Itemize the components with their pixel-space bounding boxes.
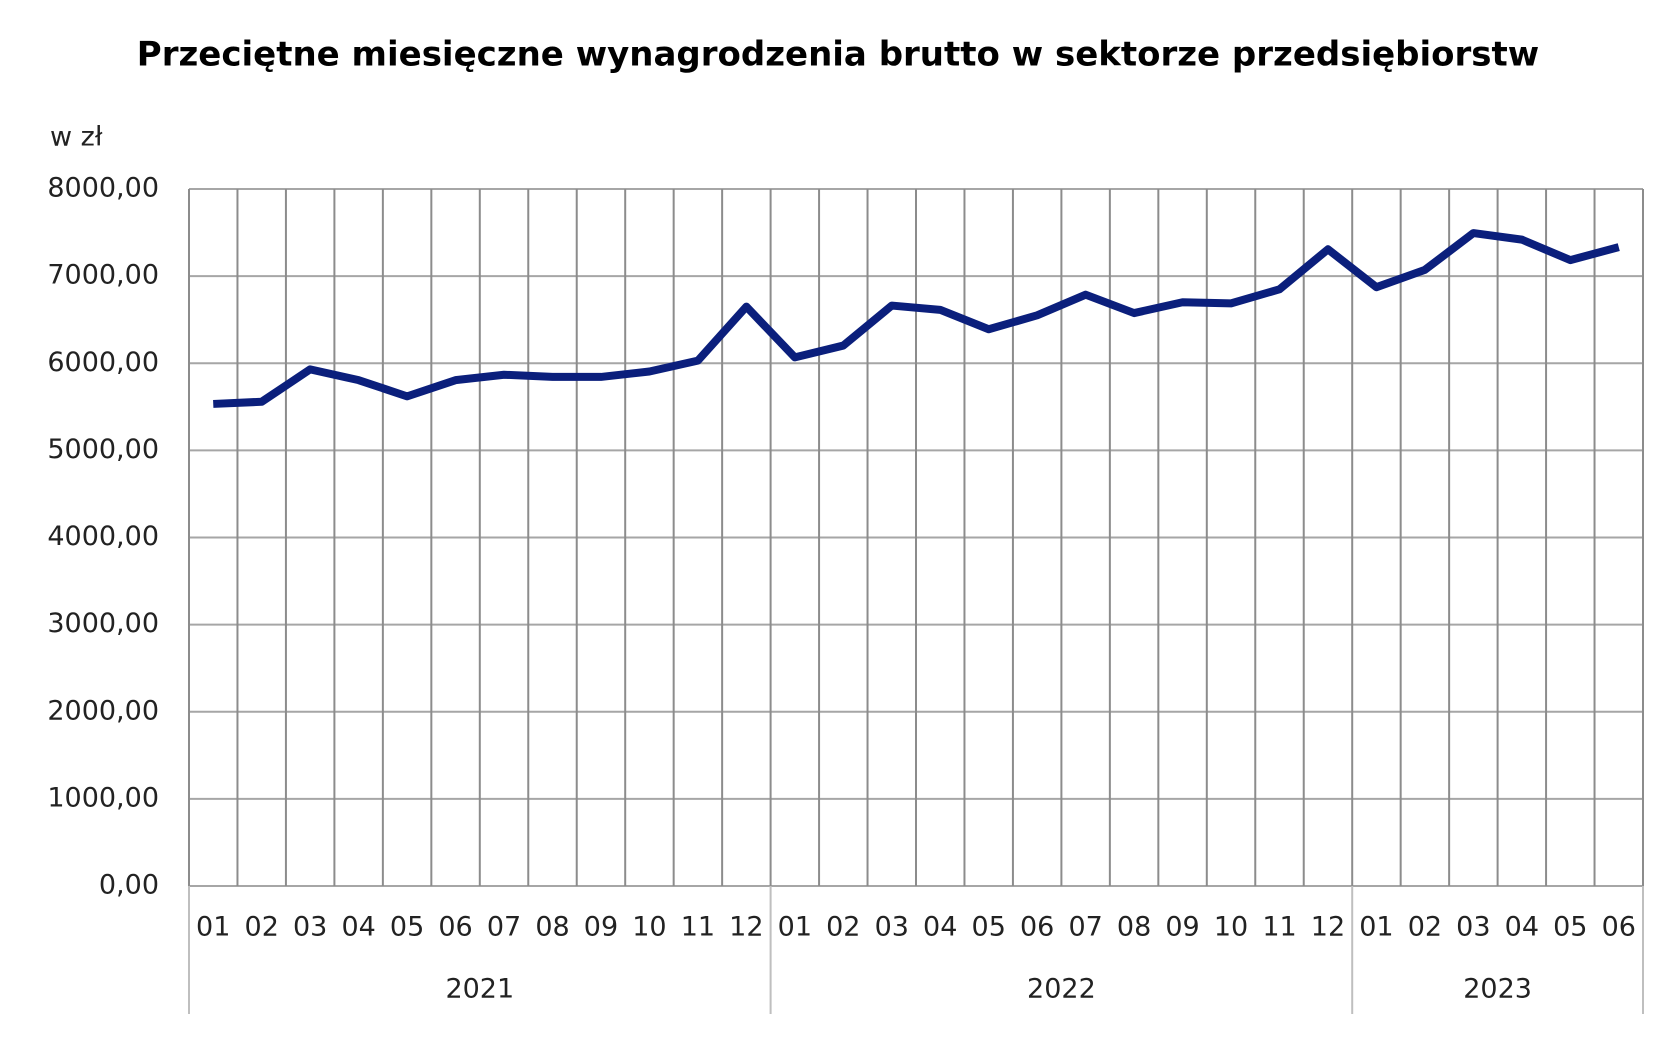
- x-tick-label: 01: [196, 912, 230, 943]
- y-tick-label: 1000,00: [47, 782, 159, 813]
- group-label: 2022: [1027, 974, 1096, 1005]
- x-tick-label: 07: [1068, 912, 1102, 943]
- y-tick-label: 4000,00: [47, 521, 159, 552]
- y-tick-label: 2000,00: [47, 695, 159, 726]
- x-tick-label: 12: [1311, 912, 1345, 943]
- x-tick-label: 06: [438, 912, 472, 943]
- y-tick-label: 7000,00: [47, 260, 159, 291]
- x-tick-label: 10: [1214, 912, 1248, 943]
- x-tick-label: 03: [875, 912, 909, 943]
- x-tick-label: 05: [390, 912, 424, 943]
- x-tick-label: 09: [584, 912, 618, 943]
- x-tick-label: 03: [1456, 912, 1490, 943]
- x-tick-label: 01: [778, 912, 812, 943]
- y-axis-label: w zł: [50, 122, 103, 153]
- x-tick-label: 04: [341, 912, 375, 943]
- x-tick-label: 02: [245, 912, 279, 943]
- y-tick-label: 6000,00: [47, 347, 159, 378]
- x-tick-label: 02: [1408, 912, 1442, 943]
- line-series: [213, 229, 1620, 408]
- x-tick-label: 09: [1165, 912, 1199, 943]
- y-tick-label: 8000,00: [47, 173, 159, 204]
- x-tick-label: 02: [826, 912, 860, 943]
- y-tick-label: 0,00: [99, 870, 159, 901]
- x-tick-label: 01: [1359, 912, 1393, 943]
- group-label: 2023: [1463, 974, 1532, 1005]
- x-tick-label: 05: [972, 912, 1006, 943]
- x-tick-label: 06: [1602, 912, 1636, 943]
- chart-title: Przeciętne miesięczne wynagrodzenia brut…: [137, 35, 1539, 75]
- x-tick-label: 05: [1553, 912, 1587, 943]
- group-label: 2021: [445, 974, 514, 1005]
- x-tick-label: 03: [293, 912, 327, 943]
- x-tick-label: 04: [923, 912, 957, 943]
- x-tick-label: 11: [681, 912, 715, 943]
- y-tick-label: 3000,00: [47, 608, 159, 639]
- x-tick-label: 10: [632, 912, 666, 943]
- x-tick-label: 12: [729, 912, 763, 943]
- x-tick-label: 04: [1505, 912, 1539, 943]
- x-tick-label: 08: [535, 912, 569, 943]
- x-tick-label: 08: [1117, 912, 1151, 943]
- x-tick-label: 06: [1020, 912, 1054, 943]
- x-tick-label: 11: [1262, 912, 1296, 943]
- y-tick-label: 5000,00: [47, 434, 159, 465]
- x-tick-label: 07: [487, 912, 521, 943]
